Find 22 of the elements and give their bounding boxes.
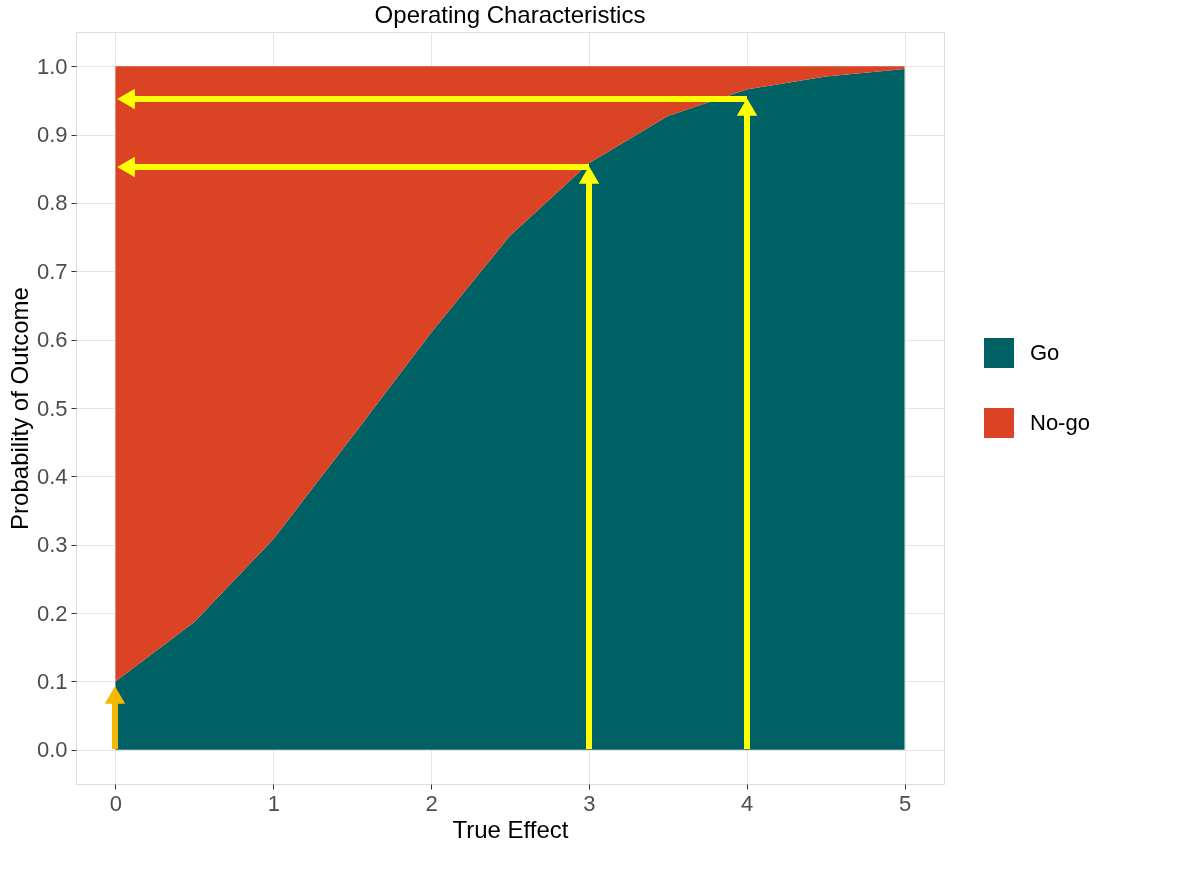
y-tick-label: 0.3: [36, 532, 68, 558]
y-tick-label: 0.8: [36, 190, 68, 216]
x-tick-label: 4: [741, 790, 754, 816]
x-tick-label: 3: [583, 790, 596, 816]
y-tick-label: 0.7: [36, 258, 68, 284]
x-axis-title: True Effect: [452, 815, 569, 843]
x-tick-label: 2: [425, 790, 438, 816]
y-tick-label: 0.2: [36, 600, 68, 626]
x-tick-label: 1: [267, 790, 280, 816]
y-tick-label: 0.9: [36, 122, 68, 148]
x-tick-label: 0: [109, 790, 123, 816]
legend-label: No-go: [1030, 410, 1090, 435]
y-tick-label: 0.1: [36, 668, 68, 694]
legend-label: Go: [1030, 340, 1060, 365]
y-tick-label: 0.5: [36, 395, 68, 421]
y-tick-label: 1.0: [36, 53, 68, 79]
y-tick-label: 0.4: [36, 463, 68, 489]
chart-title: Operating Characteristics: [374, 1, 646, 28]
y-axis-title: Probability of Outcome: [5, 287, 33, 530]
x-tick-label: 5: [898, 790, 912, 816]
y-tick-label: 0.6: [36, 327, 68, 353]
y-tick-label: 0.0: [36, 737, 68, 763]
